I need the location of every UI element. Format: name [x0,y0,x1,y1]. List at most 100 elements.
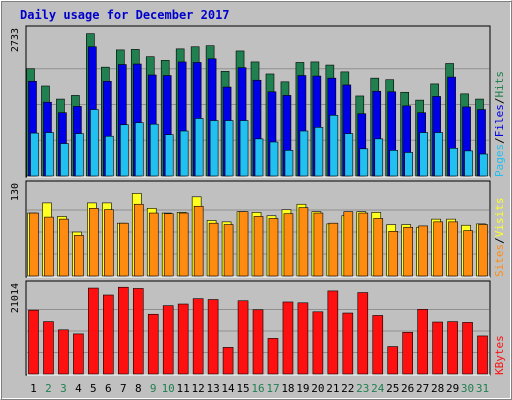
legend-item-files: Files [493,104,506,137]
bar-kbytes-day-11 [177,303,189,375]
bar-sites-day-10 [163,213,174,277]
panel-hits-files-pages: 2733 Pages/Files/Hits [10,25,506,178]
bar-sites-day-31 [478,224,488,277]
bar-pages-day-21 [329,115,339,177]
bar-pages-day-2 [45,132,54,177]
bar-sites-day-7 [119,222,129,277]
x-label-day-8: 8 [135,382,142,395]
bar-sites-day-17 [268,218,279,277]
x-label-day-26: 26 [401,382,414,395]
x-label-day-13: 13 [206,382,219,395]
legend-item-hits: Hits [493,71,506,98]
x-label-day-23: 23 [356,382,369,395]
x-label-day-25: 25 [386,382,399,395]
bar-sites-day-9 [148,212,159,277]
panel-visits-sites: 130 Sites/Visits [10,180,506,278]
x-label-day-11: 11 [177,382,190,395]
bar-pages-day-20 [314,127,324,177]
bar-sites-day-25 [388,231,399,277]
legend-separator: / [493,237,506,244]
x-label-day-7: 7 [120,382,127,395]
x-label-day-4: 4 [75,382,82,395]
bar-sites-day-20 [313,212,324,277]
bar-sites-day-22 [343,211,354,277]
x-label-day-28: 28 [431,382,444,395]
bar-pages-day-23 [359,148,369,177]
x-label-day-12: 12 [192,382,205,395]
chart-panels: 2733 Pages/Files/Hits 130 Sites/Visits 21014… [10,25,506,376]
bar-pages-day-17 [269,141,279,177]
y-max-label-visits-sites: 130 [10,183,21,201]
bar-sites-day-21 [328,222,339,277]
bar-pages-day-4 [75,133,84,177]
x-label-day-30: 30 [461,382,474,395]
bar-kbytes-day-15 [237,300,249,375]
bar-sites-day-14 [223,224,234,277]
bar-pages-day-26 [404,152,413,177]
y-max-label-hits-files-pages: 2733 [10,28,21,52]
bar-kbytes-day-29 [447,321,458,375]
bar-kbytes-day-24 [372,315,384,375]
x-label-day-9: 9 [150,382,157,395]
bar-kbytes-day-28 [432,321,443,375]
legend-visits-sites: Sites/Visits [493,198,506,278]
bar-sites-day-23 [358,212,369,277]
bar-sites-day-2 [44,216,54,277]
bar-pages-day-6 [105,135,114,177]
bar-sites-day-6 [104,209,114,277]
x-label-day-14: 14 [221,382,235,395]
bar-pages-day-19 [299,130,309,177]
bar-sites-day-4 [74,235,84,277]
bar-pages-day-29 [449,147,458,177]
bar-sites-day-29 [448,221,458,277]
bar-kbytes-day-3 [58,329,69,375]
bar-pages-day-31 [479,153,488,177]
x-label-day-18: 18 [281,382,294,395]
bar-kbytes-day-14 [222,347,234,375]
bar-pages-day-10 [164,134,174,177]
bar-kbytes-day-9 [147,313,159,375]
bar-kbytes-day-6 [103,294,114,375]
bar-kbytes-day-17 [267,338,279,375]
bar-pages-day-12 [194,118,204,177]
x-label-day-29: 29 [446,382,459,395]
bar-kbytes-day-8 [132,288,144,375]
x-label-day-21: 21 [326,382,339,395]
bar-kbytes-day-30 [462,322,473,375]
legend-hits-files-pages: Pages/Files/Hits [493,71,506,177]
bar-sites-day-12 [193,205,204,277]
bar-pages-day-7 [120,124,129,177]
bar-kbytes-day-7 [118,286,129,375]
bar-kbytes-day-13 [207,299,219,375]
x-label-day-6: 6 [105,382,112,395]
y-max-label-kbytes: 21014 [10,283,21,313]
legend-separator: / [493,98,506,105]
chart-title: Daily usage for December 2017 [20,8,230,22]
bar-sites-day-11 [178,212,189,277]
bar-pages-day-8 [134,122,144,177]
bar-kbytes-day-31 [477,335,488,375]
bar-pages-day-25 [389,150,399,177]
bar-sites-day-19 [298,207,309,277]
bar-sites-day-18 [283,213,294,277]
x-label-day-16: 16 [251,382,264,395]
bar-pages-day-14 [224,120,234,177]
bar-sites-day-16 [253,216,264,277]
bar-kbytes-day-10 [162,305,174,375]
bar-sites-day-1 [29,212,39,277]
bar-kbytes-day-2 [43,321,54,375]
bar-pages-day-11 [179,130,189,177]
bar-pages-day-16 [254,138,264,177]
x-label-day-20: 20 [311,382,324,395]
bar-kbytes-day-4 [73,333,84,375]
bar-kbytes-day-12 [192,298,204,375]
bar-pages-day-13 [209,120,219,177]
x-label-day-24: 24 [371,382,385,395]
bar-kbytes-day-22 [342,312,354,375]
panel-kbytes: 21014 KBytes [10,280,506,376]
bar-pages-day-9 [149,123,159,177]
legend-separator: / [493,137,506,144]
legend-item-sites: Sites [493,244,506,277]
